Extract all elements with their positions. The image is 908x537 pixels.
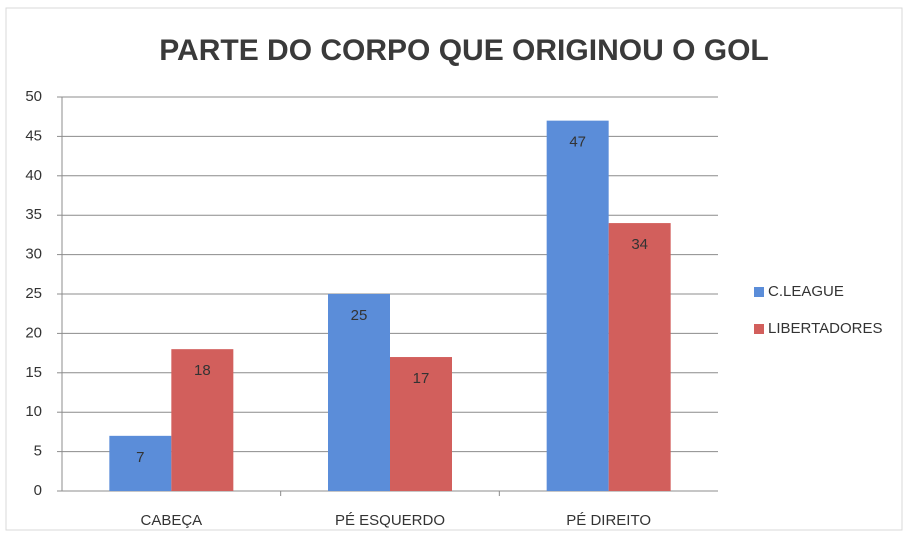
bar <box>171 349 234 491</box>
y-tick-label: 45 <box>25 127 42 144</box>
legend-label: C.LEAGUE <box>768 283 844 300</box>
x-tick-label: PÉ DIREITO <box>566 512 651 529</box>
data-label: 7 <box>136 449 144 466</box>
bar <box>608 223 671 491</box>
bar <box>328 294 390 491</box>
legend-swatch <box>754 324 764 334</box>
y-tick-label: 15 <box>25 364 42 381</box>
y-tick-label: 25 <box>25 285 42 302</box>
data-label: 18 <box>194 362 211 379</box>
x-tick-label: PÉ ESQUERDO <box>335 512 445 529</box>
bar <box>546 120 609 491</box>
y-tick-label: 10 <box>25 403 42 420</box>
y-tick-label: 40 <box>25 167 42 184</box>
x-tick-label: CABEÇA <box>140 512 202 529</box>
bar <box>390 357 452 491</box>
y-tick-label: 0 <box>34 482 42 499</box>
data-label: 34 <box>631 236 648 253</box>
bar <box>109 435 172 491</box>
data-label: 17 <box>413 370 430 387</box>
y-tick-label: 50 <box>25 88 42 105</box>
legend-label: LIBERTADORES <box>768 320 882 337</box>
y-tick-label: 20 <box>25 324 42 341</box>
data-label: 25 <box>351 307 368 324</box>
y-tick-label: 35 <box>25 206 42 223</box>
y-tick-label: 30 <box>25 246 42 263</box>
chart-title: PARTE DO CORPO QUE ORIGINOU O GOL <box>159 34 768 67</box>
y-tick-label: 5 <box>34 443 42 460</box>
legend-swatch <box>754 287 764 297</box>
data-label: 47 <box>569 134 586 151</box>
